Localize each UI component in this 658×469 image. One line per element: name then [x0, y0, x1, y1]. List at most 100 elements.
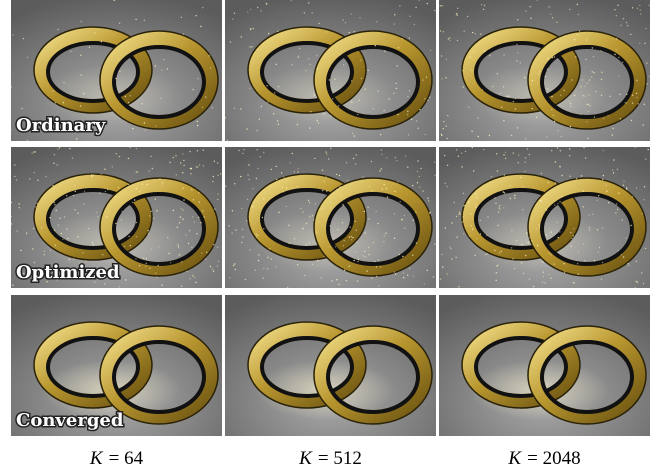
noise-sparkle	[310, 64, 311, 65]
noise-sparkle	[606, 191, 607, 192]
noise-sparkle	[128, 184, 129, 185]
noise-sparkle	[365, 89, 366, 90]
noise-sparkle	[571, 238, 572, 239]
noise-sparkle	[349, 266, 350, 267]
noise-sparkle	[33, 228, 34, 229]
noise-sparkle	[324, 181, 325, 182]
noise-sparkle	[55, 245, 56, 246]
noise-sparkle	[288, 225, 289, 226]
noise-sparkle	[125, 279, 126, 280]
noise-sparkle	[27, 140, 28, 141]
noise-sparkle	[543, 272, 544, 273]
noise-sparkle	[198, 217, 199, 218]
noise-sparkle	[440, 5, 441, 6]
noise-sparkle	[630, 225, 631, 226]
noise-sparkle	[499, 252, 500, 253]
noise-sparkle	[344, 240, 345, 241]
noise-sparkle	[196, 15, 197, 16]
noise-sparkle	[394, 23, 395, 24]
noise-sparkle	[394, 271, 395, 272]
noise-sparkle	[586, 104, 587, 105]
noise-sparkle	[194, 277, 195, 278]
noise-sparkle	[250, 9, 251, 10]
noise-sparkle	[271, 258, 272, 259]
noise-sparkle	[551, 109, 552, 110]
noise-sparkle	[569, 148, 570, 149]
noise-sparkle	[309, 242, 310, 243]
noise-sparkle	[550, 254, 551, 255]
noise-sparkle	[513, 101, 514, 102]
noise-sparkle	[10, 216, 11, 217]
noise-sparkle	[112, 166, 113, 167]
noise-sparkle	[515, 98, 516, 99]
noise-sparkle	[250, 28, 251, 29]
noise-sparkle	[645, 159, 646, 160]
noise-sparkle	[283, 191, 284, 192]
noise-sparkle	[464, 31, 465, 32]
noise-sparkle	[394, 14, 395, 15]
noise-sparkle	[415, 7, 416, 8]
noise-sparkle	[243, 149, 244, 150]
noise-sparkle	[555, 182, 556, 183]
noise-sparkle	[196, 233, 197, 234]
noise-sparkle	[442, 266, 443, 267]
noise-sparkle	[121, 219, 122, 220]
noise-sparkle	[152, 168, 153, 169]
noise-sparkle	[189, 151, 190, 152]
noise-sparkle	[252, 206, 253, 207]
noise-sparkle	[118, 187, 119, 188]
noise-sparkle	[263, 228, 264, 229]
noise-sparkle	[617, 5, 618, 6]
noise-sparkle	[351, 80, 352, 81]
noise-sparkle	[505, 152, 506, 153]
noise-sparkle	[210, 67, 211, 68]
noise-sparkle	[190, 173, 191, 174]
noise-sparkle	[101, 173, 102, 174]
noise-sparkle	[602, 150, 603, 151]
noise-sparkle	[427, 100, 428, 101]
noise-sparkle	[614, 54, 615, 55]
noise-sparkle	[357, 280, 358, 281]
noise-sparkle	[203, 165, 204, 166]
noise-sparkle	[248, 164, 249, 165]
noise-sparkle	[249, 179, 250, 180]
noise-sparkle	[548, 182, 549, 183]
noise-sparkle	[395, 157, 396, 158]
noise-sparkle	[328, 158, 329, 159]
noise-sparkle	[20, 250, 21, 251]
noise-sparkle	[632, 103, 633, 104]
noise-sparkle	[336, 189, 337, 190]
noise-sparkle	[75, 191, 76, 192]
noise-sparkle	[407, 111, 408, 112]
noise-sparkle	[644, 186, 645, 187]
noise-sparkle	[247, 11, 248, 12]
noise-sparkle	[626, 189, 627, 190]
noise-sparkle	[309, 202, 310, 203]
noise-sparkle	[588, 111, 589, 112]
noise-sparkle	[298, 57, 299, 58]
noise-sparkle	[512, 258, 513, 259]
noise-sparkle	[188, 243, 189, 244]
noise-sparkle	[183, 165, 184, 166]
noise-sparkle	[143, 257, 144, 258]
noise-sparkle	[80, 21, 81, 22]
noise-sparkle	[632, 196, 633, 197]
noise-sparkle	[376, 21, 377, 22]
noise-sparkle	[489, 135, 490, 136]
noise-sparkle	[554, 56, 555, 57]
noise-sparkle	[613, 172, 614, 173]
noise-sparkle	[105, 191, 106, 192]
noise-sparkle	[608, 202, 609, 203]
noise-sparkle	[318, 122, 319, 123]
noise-sparkle	[404, 228, 405, 229]
noise-sparkle	[601, 72, 602, 73]
noise-sparkle	[286, 206, 287, 207]
noise-sparkle	[273, 113, 274, 114]
noise-sparkle	[173, 210, 174, 211]
noise-sparkle	[309, 127, 310, 128]
noise-sparkle	[362, 255, 363, 256]
noise-sparkle	[473, 51, 474, 52]
noise-sparkle	[517, 19, 518, 20]
noise-sparkle	[529, 237, 530, 238]
noise-sparkle	[213, 270, 214, 271]
